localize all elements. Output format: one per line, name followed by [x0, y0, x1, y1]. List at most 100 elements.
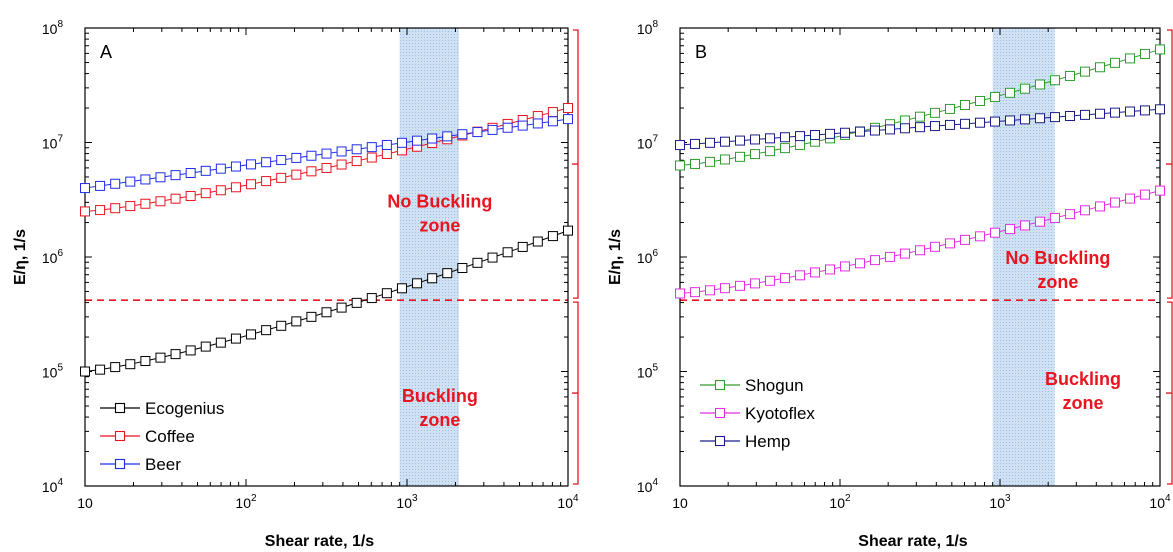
data-point-ecogenius — [261, 325, 272, 336]
data-point-shogun — [795, 139, 805, 150]
data-point-hemp — [945, 119, 955, 130]
data-point-kyotoflex — [930, 241, 940, 252]
data-point-ecogenius — [381, 288, 392, 299]
data-point-ecogenius — [351, 297, 362, 308]
data-point-hemp — [705, 137, 715, 148]
data-point-kyotoflex — [765, 275, 775, 286]
data-point-ecogenius — [563, 225, 573, 236]
data-point-hemp — [840, 127, 850, 138]
data-point-coffee — [140, 198, 151, 209]
panel-label: B — [695, 42, 707, 62]
data-point-shogun — [960, 99, 970, 110]
data-point-hemp — [780, 132, 790, 143]
data-point-kyotoflex — [1155, 185, 1165, 196]
legend-marker-coffee — [114, 430, 126, 442]
legend-label-hemp: Hemp — [745, 432, 790, 451]
zone-label: No Buckling zone — [1005, 248, 1110, 292]
data-point-shogun — [705, 156, 715, 167]
data-point-ecogenius — [276, 320, 287, 331]
data-point-kyotoflex — [1125, 193, 1135, 204]
data-point-shogun — [975, 95, 985, 106]
data-point-shogun — [780, 143, 790, 154]
data-point-ecogenius — [502, 247, 513, 258]
data-point-shogun — [1035, 79, 1045, 90]
data-point-beer — [155, 172, 166, 183]
data-point-ecogenius — [170, 349, 181, 360]
data-point-hemp — [810, 129, 820, 140]
y-axis-title: E/η, 1/s — [607, 229, 624, 285]
data-point-coffee — [321, 162, 332, 173]
data-point-beer — [261, 157, 272, 168]
data-point-ecogenius — [532, 236, 543, 247]
data-point-beer — [321, 148, 332, 159]
data-point-beer — [412, 135, 423, 146]
panel-label: A — [100, 42, 112, 62]
data-point-hemp — [1140, 105, 1150, 116]
data-point-ecogenius — [185, 345, 196, 356]
legend-marker-ecogenius — [114, 402, 126, 414]
data-point-shogun — [720, 154, 730, 165]
zone-brace — [1166, 29, 1173, 299]
data-point-beer — [276, 155, 287, 166]
data-point-hemp — [1050, 112, 1060, 123]
data-point-kyotoflex — [975, 231, 985, 242]
data-point-beer — [306, 150, 317, 161]
data-point-shogun — [1125, 53, 1135, 64]
data-point-kyotoflex — [780, 273, 790, 284]
data-point-hemp — [735, 135, 745, 146]
y-tick-label: 105 — [42, 363, 64, 381]
data-point-kyotoflex — [1050, 212, 1060, 223]
data-point-hemp — [795, 131, 805, 142]
data-point-kyotoflex — [675, 288, 685, 299]
data-point-ecogenius — [366, 293, 377, 304]
data-point-shogun — [1080, 66, 1090, 77]
data-point-ecogenius — [427, 273, 438, 284]
shaded-band — [399, 28, 459, 486]
data-point-ecogenius — [140, 356, 151, 367]
data-point-beer — [170, 170, 181, 181]
legend-marker-shogun — [714, 379, 726, 391]
data-point-coffee — [95, 205, 106, 216]
data-point-hemp — [930, 121, 940, 132]
legend-marker-hemp — [714, 435, 726, 447]
legend-label-ecogenius: Ecogenius — [145, 399, 224, 418]
data-point-coffee — [291, 169, 302, 180]
x-tick-label: 104 — [557, 493, 579, 511]
data-point-hemp — [1065, 110, 1075, 121]
data-point-ecogenius — [517, 241, 528, 252]
x-tick-label: 10 — [77, 495, 93, 511]
legend-label-beer: Beer — [145, 455, 181, 474]
x-tick-label: 103 — [989, 493, 1011, 511]
data-point-shogun — [675, 160, 685, 171]
data-point-coffee — [200, 188, 211, 199]
data-point-ecogenius — [321, 307, 332, 318]
x-tick-label: 102 — [235, 493, 257, 511]
data-point-kyotoflex — [1110, 197, 1120, 208]
zone-label: Buckling zone — [402, 386, 478, 430]
chart-panel-b: 10 102 103 104 104 105 106 107 108 Shear rate, 1/… — [607, 19, 1173, 550]
data-point-ecogenius — [125, 359, 136, 370]
data-point-ecogenius — [412, 278, 423, 289]
data-point-hemp — [720, 136, 730, 147]
data-point-kyotoflex — [900, 248, 910, 259]
data-point-shogun — [1050, 75, 1060, 86]
y-tick-label: 108 — [42, 19, 64, 37]
data-point-coffee — [170, 193, 181, 204]
data-point-hemp — [1110, 107, 1120, 118]
data-point-coffee — [80, 206, 90, 217]
data-point-ecogenius — [215, 337, 226, 348]
data-point-beer — [246, 159, 257, 170]
data-point-coffee — [351, 156, 362, 167]
data-point-hemp — [1020, 114, 1030, 125]
legend-label-kyotoflex: Kyotoflex — [745, 404, 815, 423]
data-point-beer — [502, 122, 513, 133]
legend-marker-kyotoflex — [714, 407, 726, 419]
data-point-hemp — [765, 133, 775, 144]
data-point-beer — [185, 167, 196, 178]
data-point-beer — [351, 144, 362, 155]
data-point-coffee — [110, 203, 121, 214]
data-point-beer — [110, 178, 121, 189]
data-point-kyotoflex — [1140, 189, 1150, 200]
data-point-hemp — [1095, 108, 1105, 119]
